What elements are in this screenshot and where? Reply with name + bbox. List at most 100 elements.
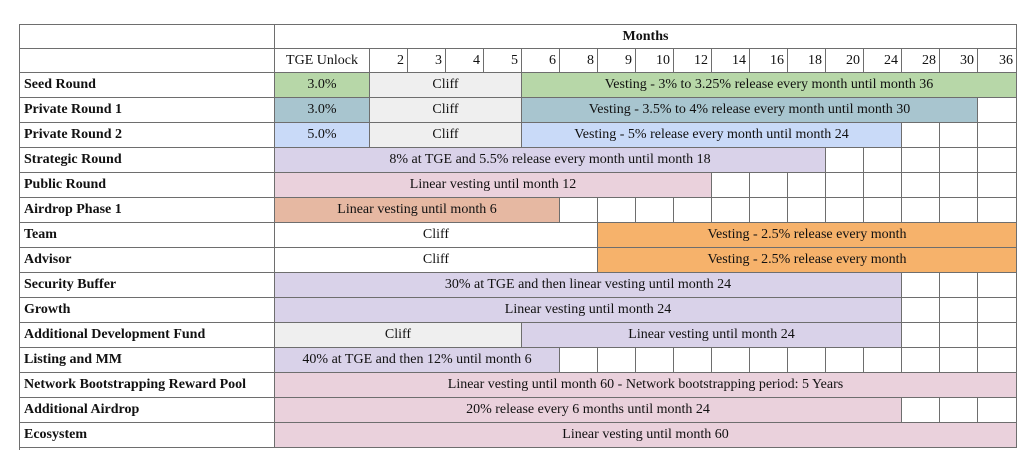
column-header: 18 xyxy=(788,49,826,73)
empty-cell xyxy=(750,198,788,223)
empty-cell xyxy=(978,323,1017,348)
row-label: Listing and MM xyxy=(20,348,275,373)
empty-cell xyxy=(902,198,940,223)
empty-cell xyxy=(864,148,902,173)
corner-cell xyxy=(20,25,275,49)
table-left-border xyxy=(19,24,20,450)
column-header: 8 xyxy=(560,49,598,73)
empty-cell xyxy=(902,298,940,323)
vesting-bar: Vesting - 3.5% to 4% release every month… xyxy=(522,98,978,123)
column-header: 3 xyxy=(408,49,446,73)
empty-cell xyxy=(978,198,1017,223)
empty-cell xyxy=(902,123,940,148)
empty-cell xyxy=(940,348,978,373)
empty-cell xyxy=(940,323,978,348)
empty-cell xyxy=(826,198,864,223)
row-label: Team xyxy=(20,223,275,248)
column-header: 24 xyxy=(864,49,902,73)
empty-cell xyxy=(560,348,598,373)
row-label: Additional Development Fund xyxy=(20,323,275,348)
empty-cell xyxy=(940,173,978,198)
empty-cell xyxy=(598,348,636,373)
row-label: Private Round 2 xyxy=(20,123,275,148)
vesting-bar: 5.0% xyxy=(275,123,370,148)
empty-cell xyxy=(902,323,940,348)
row-label: Advisor xyxy=(20,248,275,273)
column-header: 12 xyxy=(674,49,712,73)
vesting-bar: Cliff xyxy=(275,323,522,348)
empty-cell xyxy=(674,348,712,373)
column-header: 10 xyxy=(636,49,674,73)
empty-cell xyxy=(902,398,940,423)
empty-cell xyxy=(978,348,1017,373)
empty-cell xyxy=(978,298,1017,323)
empty-cell xyxy=(560,198,598,223)
empty-cell xyxy=(978,273,1017,298)
empty-cell xyxy=(826,173,864,198)
empty-cell xyxy=(940,148,978,173)
vesting-bar: Cliff xyxy=(275,248,598,273)
column-header: 30 xyxy=(940,49,978,73)
column-header: 36 xyxy=(978,49,1017,73)
row-label: Additional Airdrop xyxy=(20,398,275,423)
empty-cell xyxy=(864,348,902,373)
empty-cell xyxy=(674,198,712,223)
vesting-bar: Vesting - 3% to 3.25% release every mont… xyxy=(522,73,1017,98)
column-header: 28 xyxy=(902,49,940,73)
column-header: 14 xyxy=(712,49,750,73)
row-label: Network Bootstrapping Reward Pool xyxy=(20,373,275,398)
vesting-bar: Cliff xyxy=(275,223,598,248)
empty-cell xyxy=(826,348,864,373)
row-label: Seed Round xyxy=(20,73,275,98)
vesting-bar: Cliff xyxy=(370,73,522,98)
vesting-bar: Vesting - 2.5% release every month xyxy=(598,248,1017,273)
empty-cell xyxy=(978,398,1017,423)
empty-cell xyxy=(940,398,978,423)
vesting-bar: Linear vesting until month 12 xyxy=(275,173,712,198)
vesting-bar: Linear vesting until month 24 xyxy=(275,298,902,323)
empty-cell xyxy=(598,198,636,223)
vesting-bar: Cliff xyxy=(370,98,522,123)
row-label: Ecosystem xyxy=(20,423,275,448)
empty-cell xyxy=(978,98,1017,123)
row-label: Private Round 1 xyxy=(20,98,275,123)
empty-cell xyxy=(978,173,1017,198)
vesting-bar: 8% at TGE and 5.5% release every month u… xyxy=(275,148,826,173)
vesting-bar: Linear vesting until month 60 xyxy=(275,423,1017,448)
months-header: Months xyxy=(275,25,1017,49)
empty-cell xyxy=(940,123,978,148)
empty-cell xyxy=(978,148,1017,173)
column-header: 6 xyxy=(522,49,560,73)
vesting-bar: Linear vesting until month 6 xyxy=(275,198,560,223)
row-label: Public Round xyxy=(20,173,275,198)
column-header: 2 xyxy=(370,49,408,73)
empty-cell xyxy=(712,198,750,223)
empty-cell xyxy=(636,198,674,223)
vesting-bar: 3.0% xyxy=(275,73,370,98)
vesting-bar: Vesting - 5% release every month until m… xyxy=(522,123,902,148)
column-header: TGE Unlock xyxy=(275,49,370,73)
empty-cell xyxy=(940,198,978,223)
empty-cell xyxy=(902,173,940,198)
empty-cell xyxy=(636,348,674,373)
column-header: 9 xyxy=(598,49,636,73)
row-label: Strategic Round xyxy=(20,148,275,173)
empty-cell xyxy=(902,148,940,173)
empty-cell xyxy=(978,123,1017,148)
empty-cell xyxy=(712,348,750,373)
empty-cell xyxy=(864,198,902,223)
empty-cell xyxy=(750,173,788,198)
column-header: 5 xyxy=(484,49,522,73)
vesting-bar: 30% at TGE and then linear vesting until… xyxy=(275,273,902,298)
empty-cell xyxy=(750,348,788,373)
vesting-bar: Vesting - 2.5% release every month xyxy=(598,223,1017,248)
vesting-bar: Linear vesting until month 60 - Network … xyxy=(275,373,1017,398)
empty-cell xyxy=(940,298,978,323)
empty-cell xyxy=(902,348,940,373)
corner-cell-2 xyxy=(20,49,275,73)
vesting-bar: 3.0% xyxy=(275,98,370,123)
empty-cell xyxy=(902,273,940,298)
vesting-bar: 40% at TGE and then 12% until month 6 xyxy=(275,348,560,373)
vesting-bar: Linear vesting until month 24 xyxy=(522,323,902,348)
